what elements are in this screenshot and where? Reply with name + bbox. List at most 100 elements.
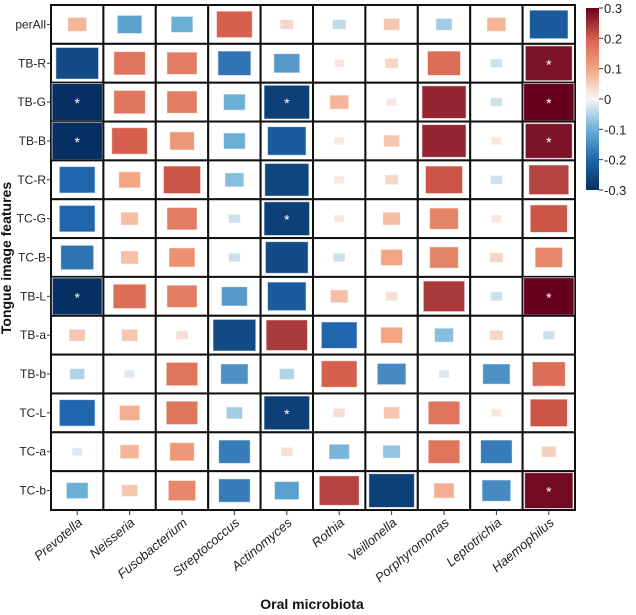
- correlation-mark: [217, 50, 252, 77]
- heatmap-cell: [521, 237, 576, 278]
- correlation-mark: [170, 15, 194, 34]
- correlation-mark: [120, 250, 139, 265]
- colorbar: [586, 8, 599, 190]
- correlation-mark: [65, 481, 89, 500]
- row-label: TB-L: [20, 289, 46, 303]
- correlation-mark: [263, 395, 311, 431]
- correlation-mark: [489, 58, 503, 69]
- correlation-mark: [382, 406, 401, 420]
- correlation-mark: [165, 361, 199, 387]
- correlation-mark: [385, 291, 399, 302]
- correlation-mark: [429, 246, 459, 269]
- correlation-mark: [51, 277, 103, 316]
- correlation-mark: [264, 162, 310, 197]
- correlation-mark: [119, 444, 140, 460]
- correlation-mark: [486, 16, 507, 32]
- correlation-mark: [166, 51, 198, 75]
- row-label: TB-b: [20, 367, 46, 381]
- correlation-mark: [376, 362, 407, 386]
- correlation-mark: [265, 319, 308, 352]
- correlation-mark: [333, 136, 346, 146]
- row-label: TC-R: [17, 173, 46, 187]
- correlation-mark: [215, 10, 253, 39]
- correlation-mark: [167, 479, 197, 502]
- correlation-mark: [380, 326, 404, 344]
- row-label: TC-L: [19, 406, 46, 420]
- correlation-mark: [384, 174, 399, 186]
- correlation-mark: [438, 369, 450, 379]
- correlation-mark: [529, 204, 568, 233]
- correlation-mark: [382, 17, 401, 31]
- correlation-mark: [528, 9, 569, 40]
- correlation-mark: [118, 404, 141, 421]
- significance-star: *: [284, 212, 290, 228]
- correlation-mark: [542, 330, 556, 341]
- correlation-mark: [318, 475, 360, 506]
- correlation-mark: [60, 244, 95, 271]
- correlation-mark: [123, 369, 136, 379]
- correlation-mark: [524, 123, 573, 159]
- correlation-mark: [333, 58, 346, 68]
- correlation-mark: [384, 57, 399, 69]
- significance-star: *: [284, 95, 290, 111]
- y-axis-title: Tongue image features: [0, 182, 14, 334]
- column-label: Prevotella: [31, 515, 85, 564]
- correlation-mark: [320, 321, 358, 349]
- correlation-mark: [116, 14, 143, 35]
- correlation-mark: [175, 330, 189, 341]
- colorbar-label: -0.3: [604, 183, 626, 198]
- correlation-mark: [528, 164, 570, 196]
- correlation-mark: [273, 480, 300, 501]
- correlation-mark: [120, 211, 139, 226]
- correlation-mark: [67, 16, 88, 32]
- correlation-mark: [58, 399, 96, 427]
- correlation-mark: [482, 363, 511, 385]
- correlation-mark: [332, 252, 346, 263]
- correlation-mark: [433, 327, 455, 343]
- correlation-mark: [227, 213, 241, 224]
- correlation-mark: [329, 94, 350, 110]
- x-axis-title: Oral microbiota: [260, 596, 364, 612]
- correlation-mark: [382, 211, 401, 226]
- significance-star: *: [546, 484, 552, 500]
- correlation-mark: [220, 363, 249, 385]
- row-label: TB-B: [19, 134, 46, 148]
- row-label: TC-b: [19, 484, 46, 498]
- significance-star: *: [74, 289, 80, 305]
- correlation-mark: [166, 90, 198, 114]
- correlation-mark: [118, 171, 142, 189]
- correlation-mark: [51, 82, 103, 122]
- correlation-mark: [524, 472, 574, 510]
- correlation-mark: [489, 291, 503, 302]
- correlation-mark: [225, 406, 244, 420]
- colorbar-label: 0: [604, 92, 611, 107]
- significance-star: *: [284, 406, 290, 422]
- correlation-mark: [166, 284, 198, 309]
- correlation-mark: [273, 53, 301, 74]
- correlation-mark: [212, 318, 257, 352]
- correlation-mark: [69, 368, 86, 381]
- significance-star: *: [546, 56, 552, 72]
- correlation-mark: [540, 445, 557, 458]
- colorbar-label: 0.3: [604, 1, 622, 16]
- correlation-mark: [224, 172, 245, 188]
- correlation-mark: [490, 408, 503, 418]
- correlation-mark: [333, 214, 346, 224]
- row-label: TB-G: [17, 95, 46, 109]
- colorbar-label: -0.2: [604, 153, 626, 168]
- row-label: TB-a: [20, 328, 46, 342]
- correlation-mark: [427, 400, 461, 426]
- correlation-mark: [227, 252, 241, 263]
- correlation-mark: [422, 280, 466, 313]
- correlation-mark: [529, 398, 568, 428]
- correlation-mark: [68, 328, 86, 342]
- correlation-mark: [218, 478, 251, 503]
- colorbar-label: 0.1: [604, 62, 622, 77]
- column-label: Rothia: [309, 515, 347, 551]
- correlation-mark: [266, 126, 307, 156]
- significance-star: *: [546, 134, 552, 150]
- correlation-mark: [162, 165, 202, 195]
- correlation-mark: [331, 18, 347, 30]
- correlation-mark: [113, 51, 146, 76]
